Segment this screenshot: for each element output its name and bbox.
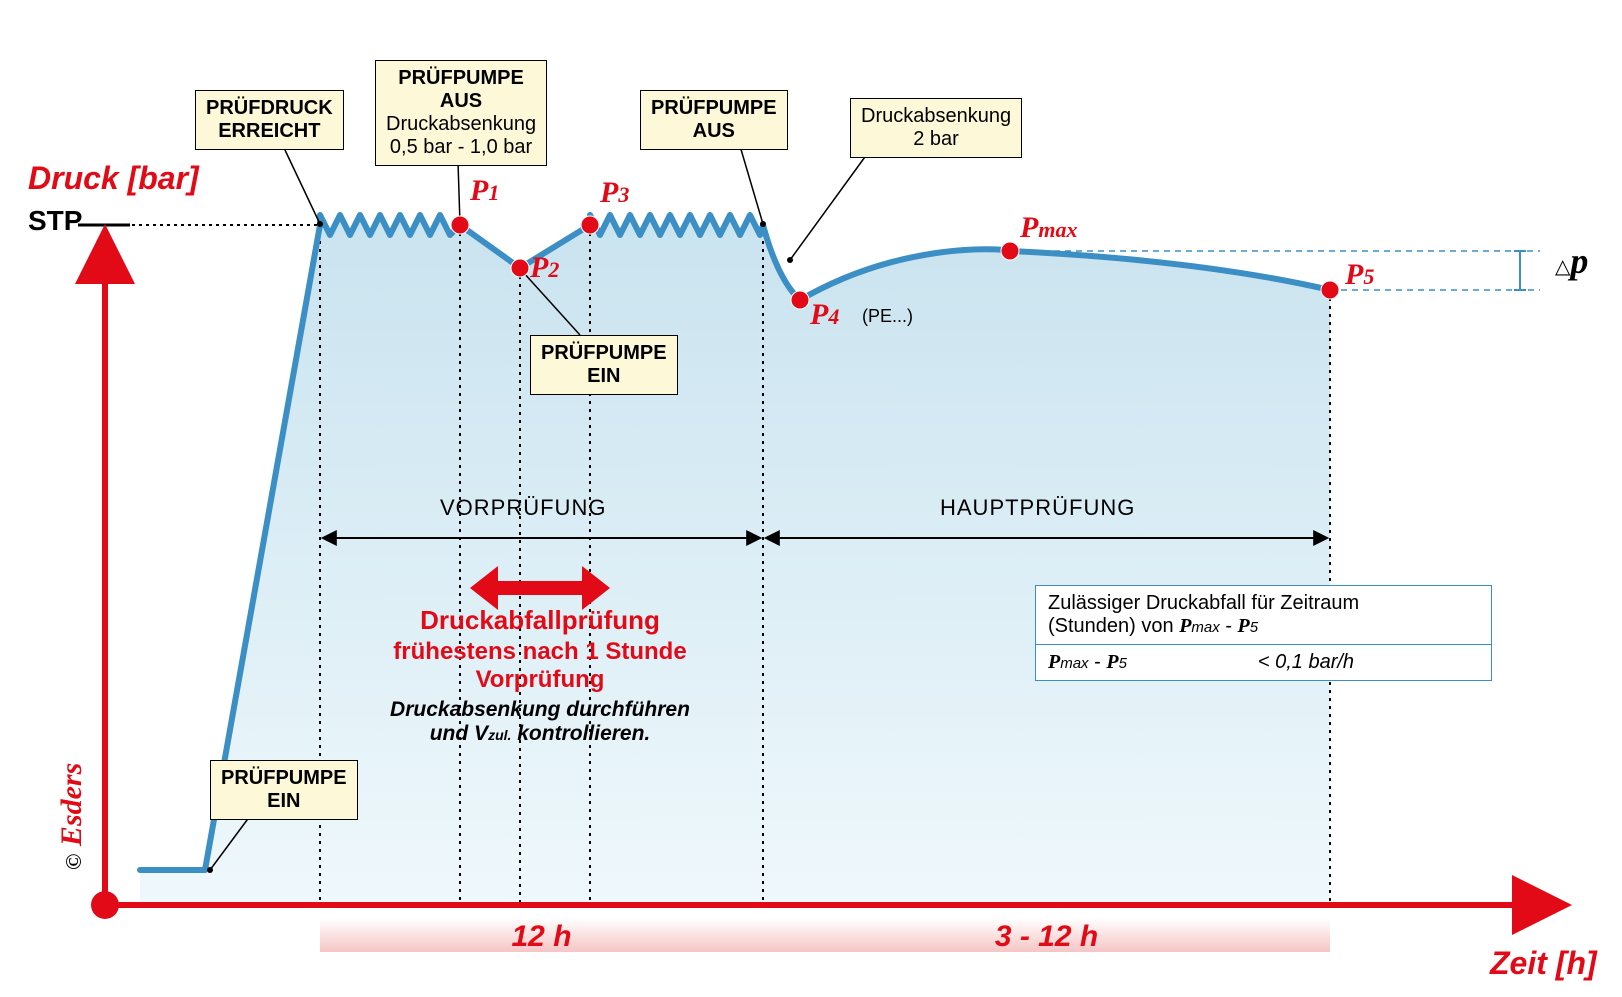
callout-aus2: PRÜFPUMPEAUS [640,90,788,150]
red-line-1: Druckabfallprüfung [330,605,750,636]
phase-haupt: HAUPTPRÜFUNG [940,495,1135,521]
infobox-row2a: Pmax - P5 [1036,645,1246,681]
point-label-P2: P2 [530,251,559,285]
point-label-P5: P5 [1345,258,1374,292]
point-label-P3: P3 [600,176,629,210]
stp-label: STP [28,205,82,237]
phase-vor: VORPRÜFUNG [440,495,606,521]
callout-pruefdruck: PRÜFDRUCKERREICHT [195,90,344,150]
delta-p-label: △p [1555,240,1588,282]
timebar-1: 3 - 12 h [763,920,1330,954]
point-note-P4: (PE...) [862,306,913,327]
point-label-P1: P1 [470,174,499,208]
x-axis-title: Zeit [h] [1490,945,1597,982]
point-label-Pmax: Pmax [1020,211,1077,245]
red-line-2: frühestens nach 1 Stunde Vorprüfung [330,638,750,694]
red-line-4: und Vzul. kontrollieren. [330,722,750,746]
infobox-row1: Zulässiger Druckabfall für Zeitraum (Stu… [1036,586,1491,645]
callout-aus1: PRÜFPUMPEAUSDruckabsenkung0,5 bar - 1,0 … [375,60,547,166]
infobox-row2b: < 0,1 bar/h [1246,645,1491,681]
red-text-block: Druckabfallprüfung frühestens nach 1 Stu… [330,605,750,746]
y-axis-title: Druck [bar] [28,160,199,197]
allowable-drop-box: Zulässiger Druckabfall für Zeitraum (Stu… [1035,585,1492,681]
callout-ein1: PRÜFPUMPEEIN [210,760,358,820]
point-label-P4: P4 [810,298,839,332]
callout-drop2bar: Druckabsenkung2 bar [850,98,1022,158]
callout-ein2: PRÜFPUMPEEIN [530,335,678,395]
timebar-0: 12 h [320,920,763,954]
red-line-3: Druckabsenkung durchführen [330,698,750,722]
logo: © Esders [55,763,89,870]
